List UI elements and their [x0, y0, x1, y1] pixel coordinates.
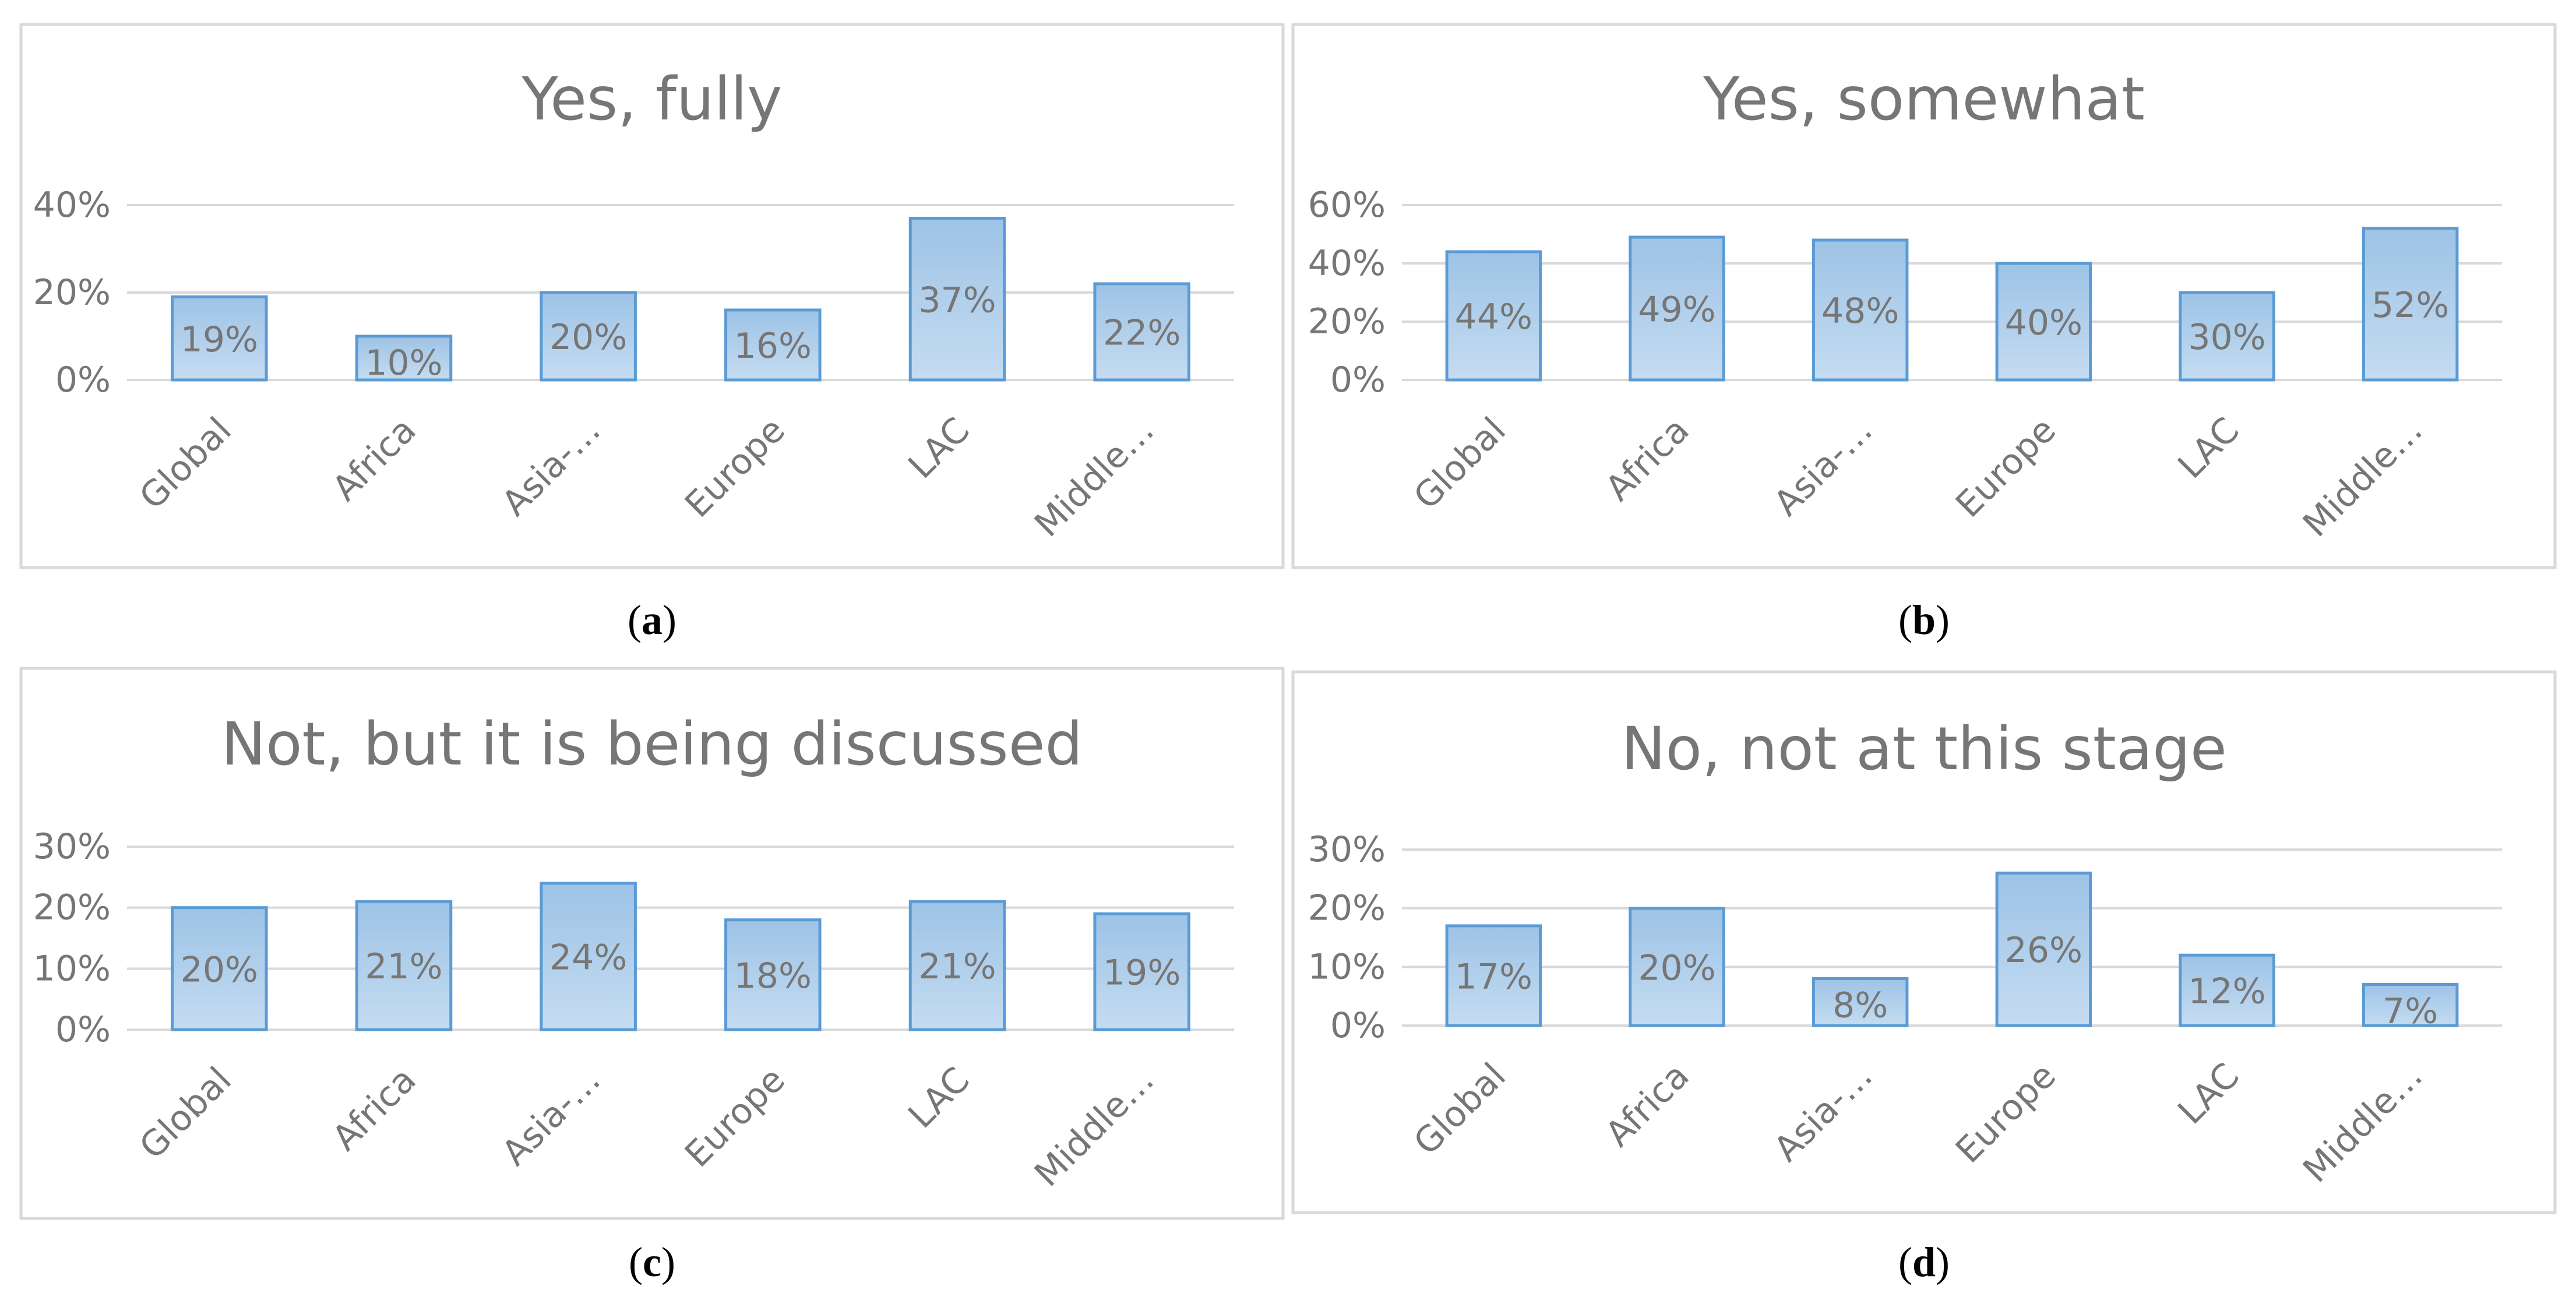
data-label: 26% [2005, 930, 2082, 971]
data-label: 48% [1821, 291, 1899, 332]
data-label: 20% [1638, 947, 1715, 988]
data-label: 22% [1103, 313, 1180, 354]
bar-a-4 [908, 217, 1006, 382]
chart-title: Not, but it is being discussed [221, 710, 1083, 779]
chart-panel-d: No, not at this stage0%10%20%30%17%Globa… [1291, 670, 2557, 1285]
bar-c-3 [724, 918, 822, 1031]
bar-c-4 [908, 900, 1006, 1031]
bar-a-1 [355, 334, 453, 382]
data-label: 8% [1833, 985, 1888, 1026]
bar-b-2 [1812, 238, 1909, 382]
y-tick-label: 30% [1308, 829, 1386, 870]
y-tick-label: 20% [1308, 301, 1386, 342]
data-label: 12% [2188, 971, 2265, 1012]
y-tick-label: 40% [33, 185, 111, 226]
bar-d-0 [1445, 924, 1542, 1027]
bar-b-5 [2362, 227, 2459, 382]
y-tick-label: 40% [1308, 243, 1386, 284]
bar-c-1 [355, 900, 453, 1031]
data-label: 52% [2371, 285, 2449, 326]
data-label: 7% [2383, 991, 2438, 1032]
bar-d-5 [2362, 983, 2459, 1027]
y-tick-label: 20% [33, 887, 111, 928]
caption-letter: a [642, 597, 662, 643]
bar-d-4 [2179, 953, 2275, 1027]
chart-title: Yes, fully [521, 65, 782, 134]
y-tick-label: 10% [1308, 946, 1386, 987]
data-label: 30% [2188, 317, 2265, 358]
data-label: 49% [1638, 290, 1715, 330]
data-label: 17% [1455, 956, 1532, 997]
bar-b-0 [1445, 250, 1542, 382]
y-tick-label: 10% [33, 948, 111, 989]
bar-c-0 [171, 906, 268, 1031]
bar-d-2 [1812, 977, 1909, 1027]
data-label: 19% [181, 319, 258, 360]
panel-caption: (a) [628, 597, 676, 643]
bar-d-3 [1995, 871, 2092, 1027]
data-label: 21% [918, 946, 996, 987]
bar-a-5 [1093, 282, 1190, 382]
chart-panel-a: Yes, fully0%20%40%19%Global10%Africa20%A… [19, 23, 1285, 643]
y-tick-label: 0% [1330, 360, 1386, 400]
data-label: 40% [2005, 302, 2082, 343]
caption-letter: d [1912, 1239, 1936, 1285]
panel-caption: (d) [1898, 1239, 1950, 1285]
y-tick-label: 30% [33, 826, 111, 867]
data-label: 20% [181, 949, 258, 990]
panel-caption: (c) [629, 1239, 675, 1285]
y-tick-label: 0% [55, 1009, 111, 1050]
y-tick-label: 20% [33, 272, 111, 313]
chart-panel-c: Not, but it is being discussed 0% 10% 20% 30… [19, 667, 1285, 1285]
panel-caption: (b) [1898, 597, 1950, 643]
data-label: 21% [365, 946, 442, 987]
bar-b-3 [1995, 262, 2092, 382]
y-tick-label: 20% [1308, 888, 1386, 929]
bar-d-1 [1629, 907, 1725, 1027]
data-label: 20% [549, 317, 627, 358]
y-tick-label: 0% [1330, 1005, 1386, 1046]
chart-title: No, not at this stage [1621, 714, 2227, 784]
y-tick-label: 60% [1308, 185, 1386, 226]
data-label: 19% [1103, 953, 1180, 994]
data-label: 44% [1455, 297, 1532, 337]
bar-b-4 [2179, 291, 2275, 382]
bar-a-2 [540, 291, 637, 382]
data-label: 18% [734, 956, 812, 996]
chart-title: Yes, somewhat [1703, 65, 2145, 134]
bar-a-3 [724, 308, 822, 382]
data-label: 16% [734, 326, 812, 367]
bar-b-1 [1629, 235, 1725, 382]
data-label: 10% [365, 343, 442, 383]
data-label: 24% [549, 937, 627, 978]
caption-letter: b [1912, 597, 1936, 643]
bar-c-5 [1093, 912, 1190, 1031]
bar-a-0 [171, 295, 268, 382]
bar-c-2 [540, 882, 637, 1031]
chart-panel-b: Yes, somewhat0%20%40%60%44%Global49%Afri… [1291, 23, 2557, 643]
caption-letter: c [643, 1239, 661, 1285]
data-label: 37% [918, 280, 996, 320]
y-tick-label: 0% [55, 360, 111, 400]
